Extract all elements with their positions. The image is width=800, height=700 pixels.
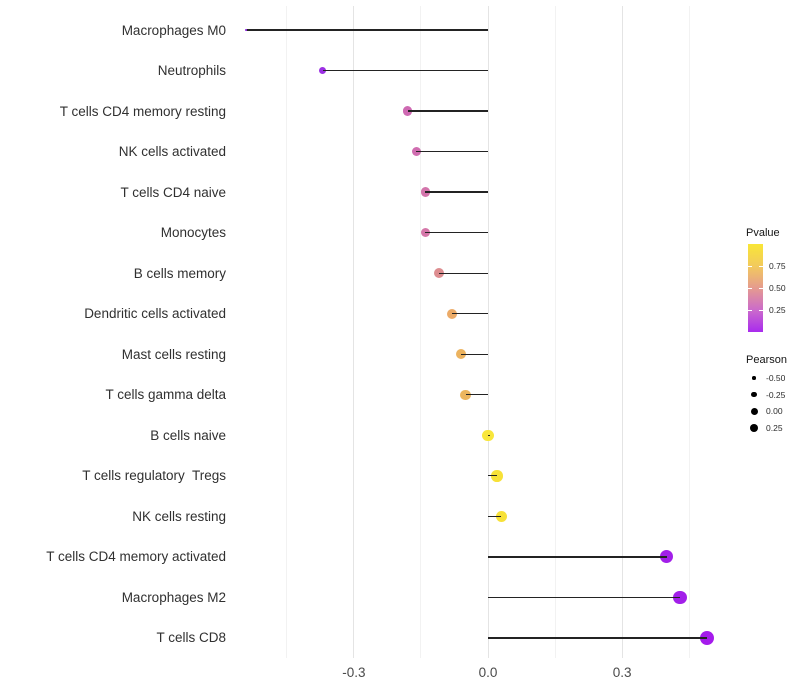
y-axis-label: Neutrophils [157,63,226,79]
pearson-legend-dot [750,423,758,432]
lollipop-stem [461,353,488,355]
pearson-legend-title: Pearson [746,354,787,366]
lollipop-stem [425,232,488,234]
x-axis-tick-label: 0.3 [612,665,632,680]
lollipop-stem [425,191,488,193]
y-axis-label: B cells naive [150,427,226,443]
lollipop-stem [322,69,488,72]
y-axis-label: Mast cells resting [121,346,226,362]
y-axis-label: NK cells resting [132,508,226,524]
colorbar-tick [759,265,763,267]
lollipop-stem [416,150,488,153]
lollipop-stem [407,110,488,112]
colorbar-tick [748,265,752,267]
lollipop-stem [452,313,488,315]
pearson-legend-dot [752,376,756,380]
lollipop-stem [246,29,488,31]
lollipop-dot [491,470,503,482]
pearson-legend-label: 0.00 [766,406,783,417]
colorbar-tick [759,287,763,289]
lollipop-stem [488,556,667,558]
lollipop-stem [488,515,502,517]
colorbar-tick [748,287,752,289]
lollipop-stem [488,434,490,436]
y-axis-label: T cells CD4 naive [120,184,226,200]
pearson-legend-label: -0.50 [766,373,786,383]
lollipop-dot [455,349,467,360]
pearson-legend-label: -0.25 [766,389,786,400]
colorbar-tick [748,309,752,311]
gridline-minor [554,6,556,658]
pvalue-legend-title: Pvalue [746,227,780,239]
y-axis-label: NK cells activated [118,144,226,160]
lollipop-dot [700,630,715,645]
pearson-legend-dot [751,391,757,398]
pearson-legend-label: 0.25 [766,422,783,433]
pvalue-tick-label: 0.25 [769,305,786,315]
y-axis-label: T cells gamma delta [105,387,226,403]
x-axis-tick-label: 0.0 [478,665,498,680]
gridline-minor [286,6,288,658]
lollipop-dot [402,106,413,116]
pvalue-tick-label: 0.75 [769,261,786,271]
gridline-major [621,6,623,658]
lollipop-dot [460,389,471,400]
lollipop-stem [488,475,497,477]
gridline-minor [420,6,422,658]
pvalue-tick-label: 0.50 [769,283,786,293]
y-axis-label: Macrophages M0 [121,22,226,38]
lollipop-dot [447,308,458,319]
y-axis-label: T cells CD4 memory resting [59,103,226,119]
lollipop-dot [673,590,687,605]
lollipop-dot [482,429,494,441]
gridline-minor [688,6,690,658]
lollipop-stem [465,394,488,396]
y-axis-label: Macrophages M2 [121,589,226,605]
gridline-major [353,6,355,658]
y-axis-label: Dendritic cells activated [84,306,226,322]
pearson-legend-dot [750,407,758,415]
lollipop-stem [488,596,681,599]
gridline-major [487,6,489,658]
y-axis-label: T cells CD8 [156,630,226,646]
x-axis-tick-label: -0.3 [342,665,366,680]
lollipop-dot [495,510,508,523]
lollipop-stem [488,637,708,639]
y-axis-label: T cells regulatory Tregs [82,468,226,484]
y-axis-label: Monocytes [160,225,226,241]
y-axis-label: B cells memory [133,265,226,281]
lollipop-stem [438,272,488,274]
y-axis-label: T cells CD4 memory activated [46,549,226,565]
colorbar-tick [759,309,763,311]
